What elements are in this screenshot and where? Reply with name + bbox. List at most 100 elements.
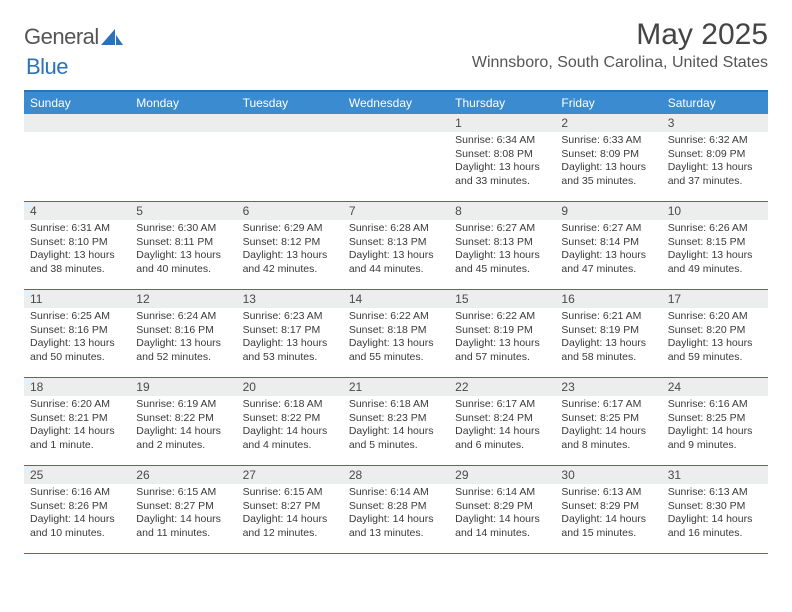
day-cell-12: 12Sunrise: 6:24 AMSunset: 8:16 PMDayligh… [130, 290, 236, 378]
day-number: 13 [237, 290, 343, 308]
day-number: 3 [662, 114, 768, 132]
weekday-header: SundayMondayTuesdayWednesdayThursdayFrid… [24, 92, 768, 114]
daylight-line: Daylight: 14 hours and 6 minutes. [455, 425, 549, 452]
daylight-line: Daylight: 13 hours and 33 minutes. [455, 161, 549, 188]
empty-cell [24, 114, 130, 202]
sunrise-line: Sunrise: 6:14 AM [349, 486, 443, 500]
day-details: Sunrise: 6:16 AMSunset: 8:26 PMDaylight:… [24, 484, 130, 541]
sunrise-line: Sunrise: 6:18 AM [349, 398, 443, 412]
day-cell-18: 18Sunrise: 6:20 AMSunset: 8:21 PMDayligh… [24, 378, 130, 466]
weekday-tuesday: Tuesday [237, 92, 343, 114]
sunset-line: Sunset: 8:25 PM [668, 412, 762, 426]
weekday-monday: Monday [130, 92, 236, 114]
daylight-line: Daylight: 13 hours and 53 minutes. [243, 337, 337, 364]
day-cell-28: 28Sunrise: 6:14 AMSunset: 8:28 PMDayligh… [343, 466, 449, 554]
sunrise-line: Sunrise: 6:20 AM [668, 310, 762, 324]
day-number: 20 [237, 378, 343, 396]
day-number: 21 [343, 378, 449, 396]
sunset-line: Sunset: 8:27 PM [136, 500, 230, 514]
day-number: 24 [662, 378, 768, 396]
day-number: 30 [555, 466, 661, 484]
sunset-line: Sunset: 8:09 PM [668, 148, 762, 162]
sunrise-line: Sunrise: 6:18 AM [243, 398, 337, 412]
sunset-line: Sunset: 8:16 PM [136, 324, 230, 338]
day-number: 29 [449, 466, 555, 484]
sunset-line: Sunset: 8:13 PM [455, 236, 549, 250]
day-number: 11 [24, 290, 130, 308]
day-cell-25: 25Sunrise: 6:16 AMSunset: 8:26 PMDayligh… [24, 466, 130, 554]
day-details: Sunrise: 6:28 AMSunset: 8:13 PMDaylight:… [343, 220, 449, 277]
day-number: 25 [24, 466, 130, 484]
day-cell-14: 14Sunrise: 6:22 AMSunset: 8:18 PMDayligh… [343, 290, 449, 378]
logo-sail-icon [101, 29, 123, 45]
sunrise-line: Sunrise: 6:14 AM [455, 486, 549, 500]
sunrise-line: Sunrise: 6:13 AM [561, 486, 655, 500]
sunrise-line: Sunrise: 6:26 AM [668, 222, 762, 236]
daylight-line: Daylight: 14 hours and 5 minutes. [349, 425, 443, 452]
sunrise-line: Sunrise: 6:17 AM [561, 398, 655, 412]
day-details: Sunrise: 6:31 AMSunset: 8:10 PMDaylight:… [24, 220, 130, 277]
sunrise-line: Sunrise: 6:29 AM [243, 222, 337, 236]
day-number: 27 [237, 466, 343, 484]
day-details: Sunrise: 6:27 AMSunset: 8:13 PMDaylight:… [449, 220, 555, 277]
day-details: Sunrise: 6:15 AMSunset: 8:27 PMDaylight:… [237, 484, 343, 541]
location: Winnsboro, South Carolina, United States [472, 54, 768, 72]
sunrise-line: Sunrise: 6:16 AM [668, 398, 762, 412]
day-cell-29: 29Sunrise: 6:14 AMSunset: 8:29 PMDayligh… [449, 466, 555, 554]
daylight-line: Daylight: 14 hours and 15 minutes. [561, 513, 655, 540]
day-details: Sunrise: 6:23 AMSunset: 8:17 PMDaylight:… [237, 308, 343, 365]
day-cell-22: 22Sunrise: 6:17 AMSunset: 8:24 PMDayligh… [449, 378, 555, 466]
sunset-line: Sunset: 8:26 PM [30, 500, 124, 514]
day-details: Sunrise: 6:20 AMSunset: 8:21 PMDaylight:… [24, 396, 130, 453]
daylight-line: Daylight: 13 hours and 49 minutes. [668, 249, 762, 276]
daylight-line: Daylight: 14 hours and 12 minutes. [243, 513, 337, 540]
daylight-line: Daylight: 13 hours and 35 minutes. [561, 161, 655, 188]
day-details: Sunrise: 6:17 AMSunset: 8:25 PMDaylight:… [555, 396, 661, 453]
day-number: 22 [449, 378, 555, 396]
day-number: 28 [343, 466, 449, 484]
day-cell-23: 23Sunrise: 6:17 AMSunset: 8:25 PMDayligh… [555, 378, 661, 466]
daylight-line: Daylight: 14 hours and 4 minutes. [243, 425, 337, 452]
weekday-wednesday: Wednesday [343, 92, 449, 114]
day-cell-26: 26Sunrise: 6:15 AMSunset: 8:27 PMDayligh… [130, 466, 236, 554]
day-cell-10: 10Sunrise: 6:26 AMSunset: 8:15 PMDayligh… [662, 202, 768, 290]
day-cell-7: 7Sunrise: 6:28 AMSunset: 8:13 PMDaylight… [343, 202, 449, 290]
empty-cell [130, 114, 236, 202]
day-number: 7 [343, 202, 449, 220]
sunrise-line: Sunrise: 6:20 AM [30, 398, 124, 412]
day-details: Sunrise: 6:34 AMSunset: 8:08 PMDaylight:… [449, 132, 555, 189]
day-details: Sunrise: 6:15 AMSunset: 8:27 PMDaylight:… [130, 484, 236, 541]
day-details: Sunrise: 6:24 AMSunset: 8:16 PMDaylight:… [130, 308, 236, 365]
daylight-line: Daylight: 13 hours and 37 minutes. [668, 161, 762, 188]
day-cell-2: 2Sunrise: 6:33 AMSunset: 8:09 PMDaylight… [555, 114, 661, 202]
sunset-line: Sunset: 8:21 PM [30, 412, 124, 426]
daylight-line: Daylight: 14 hours and 1 minute. [30, 425, 124, 452]
daylight-line: Daylight: 14 hours and 9 minutes. [668, 425, 762, 452]
daylight-line: Daylight: 14 hours and 14 minutes. [455, 513, 549, 540]
sunset-line: Sunset: 8:09 PM [561, 148, 655, 162]
daylight-line: Daylight: 14 hours and 16 minutes. [668, 513, 762, 540]
sunrise-line: Sunrise: 6:19 AM [136, 398, 230, 412]
sunset-line: Sunset: 8:30 PM [668, 500, 762, 514]
day-details: Sunrise: 6:27 AMSunset: 8:14 PMDaylight:… [555, 220, 661, 277]
day-number: 2 [555, 114, 661, 132]
day-number: 5 [130, 202, 236, 220]
daylight-line: Daylight: 14 hours and 8 minutes. [561, 425, 655, 452]
daylight-line: Daylight: 14 hours and 13 minutes. [349, 513, 443, 540]
calendar-grid: 1Sunrise: 6:34 AMSunset: 8:08 PMDaylight… [24, 114, 768, 554]
daylight-line: Daylight: 13 hours and 58 minutes. [561, 337, 655, 364]
sunset-line: Sunset: 8:12 PM [243, 236, 337, 250]
daylight-line: Daylight: 13 hours and 57 minutes. [455, 337, 549, 364]
sunrise-line: Sunrise: 6:24 AM [136, 310, 230, 324]
sunrise-line: Sunrise: 6:15 AM [136, 486, 230, 500]
daylight-line: Daylight: 13 hours and 38 minutes. [30, 249, 124, 276]
sunset-line: Sunset: 8:14 PM [561, 236, 655, 250]
sunrise-line: Sunrise: 6:13 AM [668, 486, 762, 500]
day-cell-16: 16Sunrise: 6:21 AMSunset: 8:19 PMDayligh… [555, 290, 661, 378]
month-title: May 2025 [472, 18, 768, 52]
day-details: Sunrise: 6:20 AMSunset: 8:20 PMDaylight:… [662, 308, 768, 365]
day-number: 6 [237, 202, 343, 220]
sunrise-line: Sunrise: 6:34 AM [455, 134, 549, 148]
sunrise-line: Sunrise: 6:32 AM [668, 134, 762, 148]
daylight-line: Daylight: 13 hours and 42 minutes. [243, 249, 337, 276]
